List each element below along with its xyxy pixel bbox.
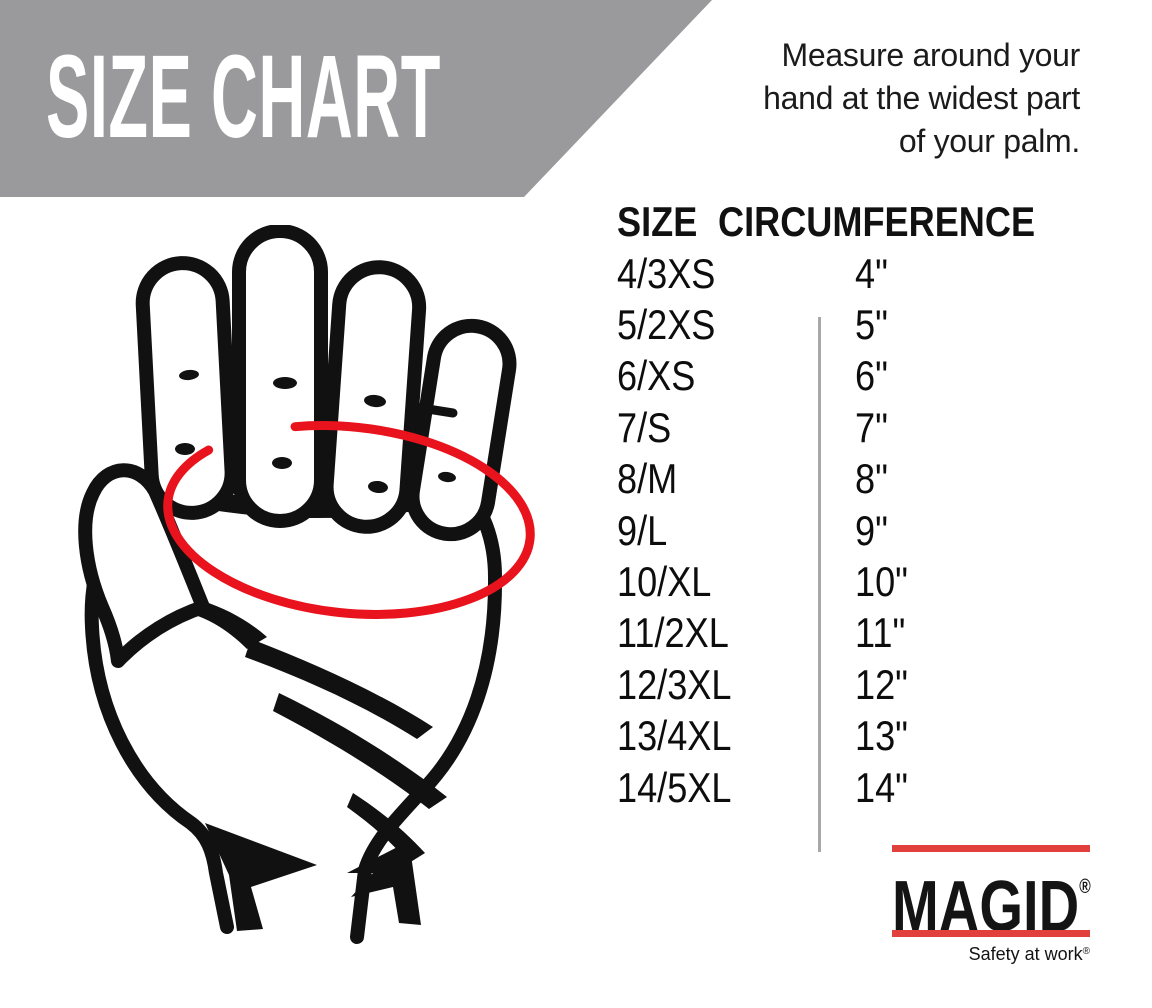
circumference-cell: 12": [855, 660, 909, 708]
circumference-cell: 11": [855, 609, 906, 657]
pinky-finger: [405, 318, 517, 542]
size-cell: 8/M: [617, 455, 678, 503]
circumference-cell: 4": [855, 249, 888, 297]
logo-bar-bottom: [892, 930, 1090, 937]
table-body: 4/3XS 4" 5/2XS 5" 6/XS 6" 7/S 7" 8/M 8" …: [617, 248, 1087, 852]
instruction-line-3: of your palm.: [898, 123, 1080, 159]
size-column-header: SIZE: [617, 198, 698, 245]
logo-bar-top: [892, 845, 1090, 852]
circumference-cell: 7": [855, 403, 888, 451]
palm-crease-2: [273, 693, 447, 809]
hand-illustration-svg: [78, 224, 535, 944]
circumference-cell: 14": [855, 763, 909, 811]
measuring-line: [163, 421, 535, 619]
table-row: 5/2XS 5": [617, 299, 1087, 350]
table-row: 10/XL 10": [617, 556, 1087, 607]
knuckle-dot: [272, 457, 292, 469]
circumference-cell: 6": [855, 352, 888, 400]
registered-mark-icon: ®: [1079, 876, 1091, 898]
page-title: SIZE CHART: [46, 31, 441, 163]
brand-tagline: Safety at work®: [968, 944, 1090, 964]
magid-logo: MAGID® Safety at work®: [892, 845, 1092, 970]
table-row: 9/L 9": [617, 505, 1087, 556]
size-cell: 11/2XL: [617, 609, 729, 657]
wrist-crease-right: [347, 841, 421, 925]
size-table: SIZE CIRCUMFERENCE 4/3XS 4" 5/2XS 5" 6/X…: [617, 196, 1087, 852]
thumb: [78, 463, 210, 668]
size-cell: 4/3XS: [617, 249, 716, 297]
knuckle-dot: [175, 443, 195, 455]
table-row: 7/S 7": [617, 402, 1087, 453]
table-row: 11/2XL 11": [617, 608, 1087, 659]
instruction-line-1: Measure around your: [781, 37, 1081, 73]
circumference-cell: 13": [855, 712, 909, 760]
circumference-column-header: CIRCUMFERENCE: [718, 198, 1036, 245]
size-cell: 6/XS: [617, 352, 696, 400]
table-row: 8/M 8": [617, 454, 1087, 505]
index-finger: [135, 256, 239, 520]
table-row: 4/3XS 4": [617, 248, 1087, 299]
table-row: 12/3XL 12": [617, 659, 1087, 710]
palm-crease-1: [245, 639, 433, 739]
wrist-crease-left: [205, 823, 317, 931]
circumference-cell: 8": [855, 455, 888, 503]
knuckle-dot: [273, 377, 297, 389]
middle-finger: [232, 224, 328, 528]
registered-mark-icon: ®: [1082, 946, 1090, 957]
banner: SIZE CHART: [0, 0, 712, 197]
hand-illustration: [55, 224, 545, 985]
column-divider: [818, 317, 821, 852]
circumference-cell: 5": [855, 301, 888, 349]
size-cell: 9/L: [617, 506, 668, 554]
table-row: 13/4XL 13": [617, 711, 1087, 762]
knuckle-dot: [364, 394, 386, 408]
table-row: 6/XS 6": [617, 351, 1087, 402]
knuckle-dot: [179, 369, 199, 381]
knuckle-dot: [368, 480, 388, 494]
knuckle-dot: [438, 471, 456, 483]
pinky-crease: [410, 402, 458, 418]
size-cell: 5/2XS: [617, 301, 716, 349]
table-row: 14/5XL 14": [617, 762, 1087, 813]
instruction-line-2: hand at the widest part: [763, 80, 1080, 116]
size-cell: 10/XL: [617, 558, 712, 606]
size-cell: 14/5XL: [617, 763, 732, 811]
size-cell: 7/S: [617, 403, 672, 451]
table-header-row: SIZE CIRCUMFERENCE: [617, 196, 1087, 248]
circumference-cell: 9": [855, 506, 888, 554]
size-cell: 12/3XL: [617, 660, 732, 708]
measure-instruction: Measure around your hand at the widest p…: [660, 34, 1080, 163]
circumference-cell: 10": [855, 558, 909, 606]
size-cell: 13/4XL: [617, 712, 732, 760]
thumb-crease: [195, 601, 267, 649]
